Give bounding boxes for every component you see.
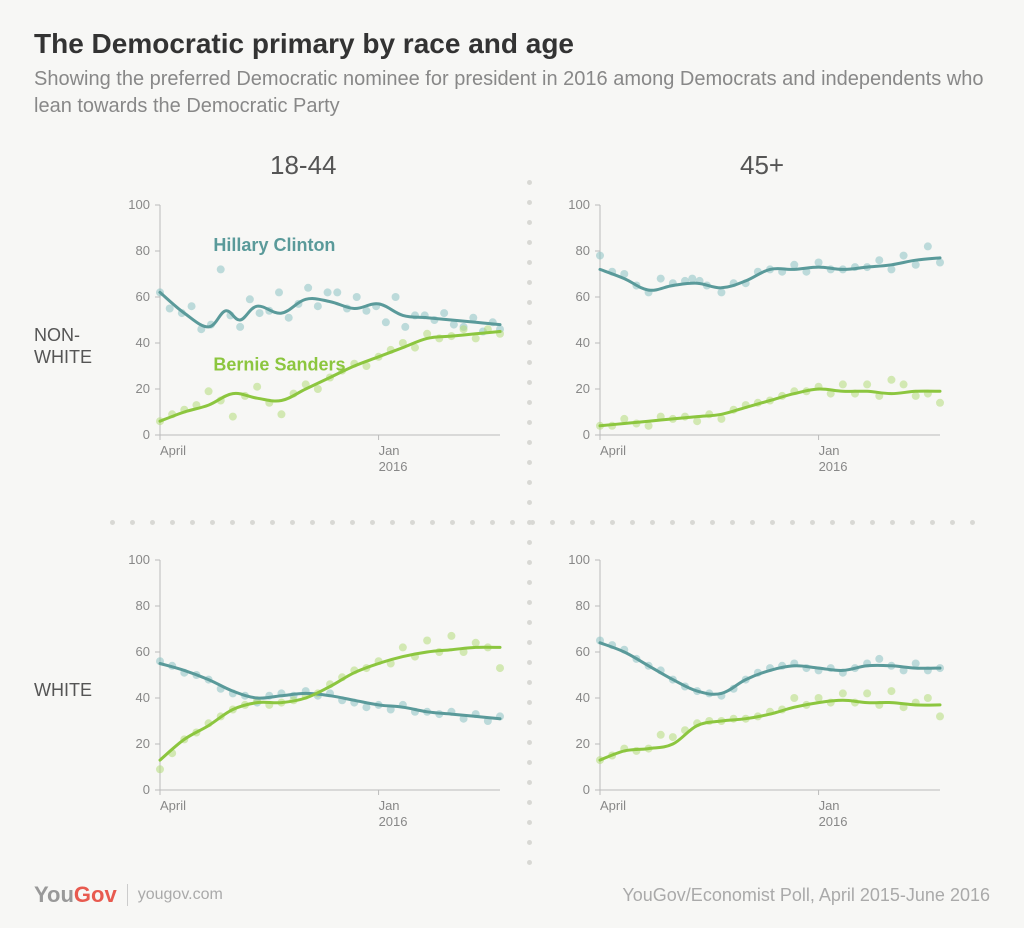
footer-left: YouGov yougov.com bbox=[34, 882, 223, 908]
svg-text:100: 100 bbox=[568, 197, 590, 212]
footer-divider bbox=[127, 884, 128, 906]
svg-text:April: April bbox=[160, 443, 186, 458]
svg-text:40: 40 bbox=[576, 335, 590, 350]
svg-text:Jan: Jan bbox=[379, 798, 400, 813]
svg-text:60: 60 bbox=[576, 289, 590, 304]
svg-text:100: 100 bbox=[568, 552, 590, 567]
svg-text:40: 40 bbox=[576, 690, 590, 705]
svg-text:100: 100 bbox=[128, 197, 150, 212]
svg-text:80: 80 bbox=[136, 243, 150, 258]
svg-text:April: April bbox=[600, 443, 626, 458]
chart-subtitle: Showing the preferred Democratic nominee… bbox=[34, 66, 990, 120]
svg-text:0: 0 bbox=[143, 427, 150, 442]
panel-white-45plus: 0 20 40 60 80 100 April Jan2016 bbox=[560, 550, 950, 840]
logo: YouGov bbox=[34, 882, 117, 908]
svg-text:80: 80 bbox=[576, 243, 590, 258]
footer-source: YouGov/Economist Poll, April 2015-June 2… bbox=[622, 885, 990, 906]
svg-text:40: 40 bbox=[136, 335, 150, 350]
footer: YouGov yougov.com YouGov/Economist Poll,… bbox=[34, 882, 990, 908]
svg-text:60: 60 bbox=[576, 644, 590, 659]
chart-grid: 18-44 45+ NON- WHITE WHITE 020406080100A… bbox=[40, 150, 980, 870]
row-label-1: WHITE bbox=[34, 680, 92, 702]
horizontal-divider bbox=[110, 520, 970, 526]
svg-text:April: April bbox=[160, 798, 186, 813]
svg-text:80: 80 bbox=[576, 598, 590, 613]
svg-text:80: 80 bbox=[136, 598, 150, 613]
chart-title: The Democratic primary by race and age bbox=[34, 28, 990, 60]
svg-text:2016: 2016 bbox=[379, 459, 408, 474]
svg-text:20: 20 bbox=[136, 381, 150, 396]
svg-text:Jan: Jan bbox=[819, 798, 840, 813]
svg-text:20: 20 bbox=[136, 736, 150, 751]
svg-text:Jan: Jan bbox=[819, 443, 840, 458]
svg-text:60: 60 bbox=[136, 289, 150, 304]
svg-text:2016: 2016 bbox=[379, 814, 408, 829]
svg-text:40: 40 bbox=[136, 690, 150, 705]
svg-text:2016: 2016 bbox=[819, 459, 848, 474]
svg-text:20: 20 bbox=[576, 736, 590, 751]
col-header-1: 45+ bbox=[740, 150, 784, 181]
panel-white-1844: 0 20 40 60 80 100 April Jan2016 bbox=[120, 550, 510, 840]
svg-text:0: 0 bbox=[583, 782, 590, 797]
col-header-0: 18-44 bbox=[270, 150, 337, 181]
panel-nonwhite-45plus: 0 20 40 60 80 100 April Jan2016 bbox=[560, 195, 950, 485]
panel-nonwhite-1844: 0 20 40 60 80 100 April Jan2016 Hillary Clinton B… bbox=[120, 195, 510, 485]
svg-text:0: 0 bbox=[583, 427, 590, 442]
svg-text:60: 60 bbox=[136, 644, 150, 659]
svg-text:2016: 2016 bbox=[819, 814, 848, 829]
svg-text:Jan: Jan bbox=[379, 443, 400, 458]
svg-text:0: 0 bbox=[143, 782, 150, 797]
svg-text:Hillary Clinton: Hillary Clinton bbox=[213, 235, 335, 255]
svg-text:Bernie Sanders: Bernie Sanders bbox=[213, 355, 345, 375]
svg-text:April: April bbox=[600, 798, 626, 813]
footer-url: yougov.com bbox=[138, 886, 223, 904]
svg-text:20: 20 bbox=[576, 381, 590, 396]
row-label-0: NON- WHITE bbox=[34, 325, 92, 368]
svg-text:100: 100 bbox=[128, 552, 150, 567]
